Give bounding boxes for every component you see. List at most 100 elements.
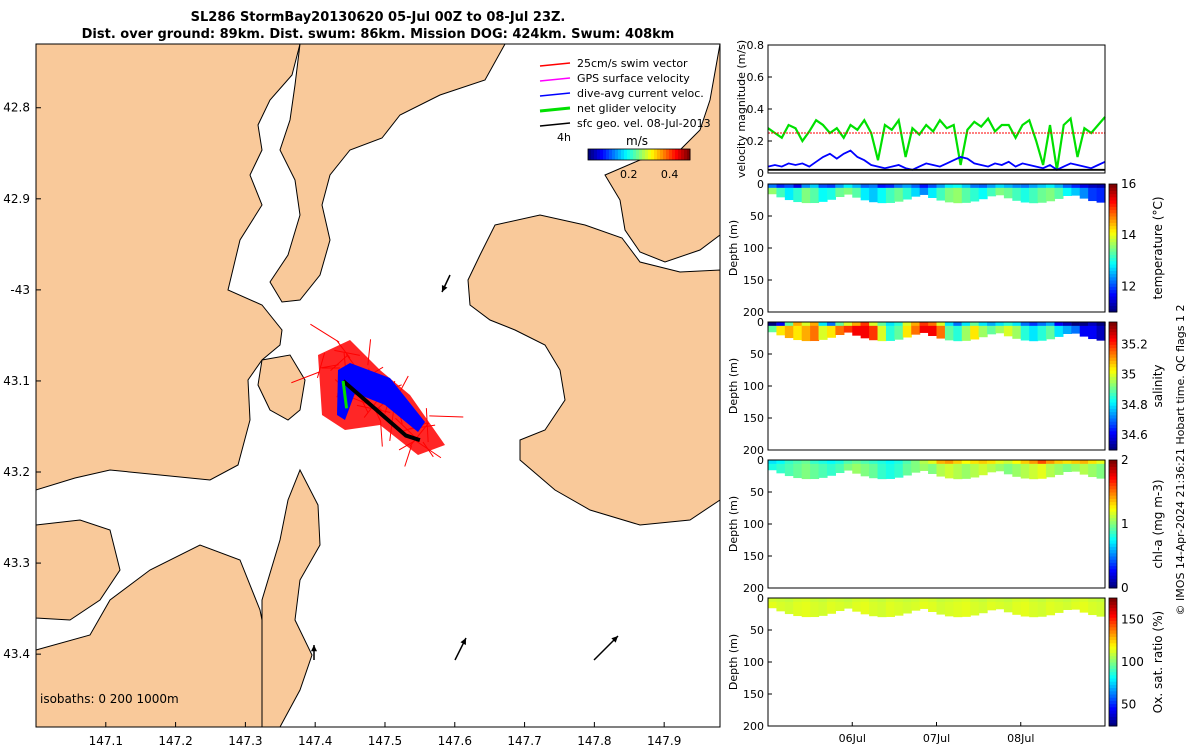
section-colorbar-cell-9 (1109, 283, 1117, 287)
section-cell-24 (961, 184, 971, 203)
section-surface-cell-18 (911, 184, 921, 188)
section-colorbar-cell-11 (1109, 552, 1117, 557)
section-surface-cell-7 (818, 322, 828, 326)
section-surface-cell-15 (885, 322, 895, 326)
section-surface-cell-39 (1088, 184, 1098, 188)
section-surface-cell-22 (944, 322, 954, 326)
section-surface-cell-16 (894, 184, 904, 188)
legend-swatch-2 (539, 77, 571, 82)
section-surface-cell-39 (1088, 460, 1098, 464)
section-surface-cell-31 (1020, 322, 1030, 326)
section-colorbar-cell-17 (1109, 533, 1117, 538)
section-cell-18 (911, 322, 921, 335)
section-surface-cell-5 (801, 598, 811, 602)
swim-vector-37 (404, 445, 413, 467)
legend-label-3: dive-avg current veloc. (577, 87, 704, 100)
section-colorbar-cell-39 (1109, 187, 1117, 191)
map-colorbar-cell-6 (603, 149, 607, 160)
section-cell-5 (801, 598, 811, 618)
section-colorbar-cell-4 (1109, 437, 1117, 441)
section-colorbar-cell-34 (1109, 203, 1117, 207)
section-surface-cell-6 (810, 460, 820, 464)
section-surface-cell-23 (953, 460, 963, 464)
section-y-tick-label-4: 150 (743, 688, 764, 701)
section-cell-23 (953, 184, 963, 204)
section-surface-cell-2 (776, 184, 786, 188)
section-cell-14 (877, 460, 887, 480)
section-surface-cell-20 (928, 598, 938, 602)
section-colorbar-cell-8 (1109, 424, 1117, 429)
map-y-tick-label-7: 43.4 (3, 647, 30, 661)
legend-swatch-3 (539, 92, 571, 97)
section-colorbar-cell-13 (1109, 684, 1117, 689)
section-y-tick-label-2: 50 (750, 348, 764, 361)
section-cell-26 (978, 598, 988, 614)
section-surface-cell-36 (1062, 598, 1072, 602)
section-cell-4 (793, 598, 803, 617)
section-cell-31 (1020, 322, 1030, 341)
map-x-tick-label-7: 147.7 (507, 734, 541, 748)
section-surface-cell-13 (869, 460, 879, 464)
section-colorbar-cell-36 (1109, 334, 1117, 339)
map-colorbar-label: m/s (626, 134, 648, 148)
section-colorbar-cell-3 (1109, 440, 1117, 445)
section-colorbar-cell-14 (1109, 267, 1117, 271)
map-y-tick-label-2: 42.9 (3, 192, 30, 206)
section-colorbar-tick-1: 0 (1121, 581, 1129, 595)
section-surface-cell-29 (1003, 460, 1013, 464)
section-colorbar-tick-1: 50 (1121, 698, 1136, 712)
section-colorbar-cell-11 (1109, 690, 1117, 695)
section-y-tick-label-2: 50 (750, 210, 764, 223)
section-surface-cell-17 (902, 460, 912, 464)
section-y-tick-label-3: 100 (743, 656, 764, 669)
velocity-y-tick-label-4: 0.6 (747, 71, 765, 84)
section-colorbar-cell-13 (1109, 546, 1117, 551)
section-colorbar-cell-33 (1109, 206, 1117, 211)
section-colorbar-cell-27 (1109, 225, 1117, 230)
section-cell-12 (860, 184, 870, 201)
land-mass-2 (269, 43, 506, 303)
legend-label-1: 25cm/s swim vector (577, 57, 688, 70)
section-colorbar-cell-28 (1109, 222, 1117, 227)
section-colorbar-cell-23 (1109, 652, 1117, 657)
section-cell-19 (919, 184, 929, 195)
section-colorbar-cell-26 (1109, 228, 1117, 233)
section-surface-cell-31 (1020, 184, 1030, 188)
section-colorbar-cell-31 (1109, 212, 1117, 217)
map-colorbar-cell-27 (666, 149, 670, 160)
section-surface-cell-19 (919, 322, 929, 326)
section-colorbar-cell-13 (1109, 408, 1117, 413)
section-x-tick-label-3: 08Jul (1007, 732, 1034, 745)
section-surface-cell-38 (1079, 184, 1089, 188)
section-surface-cell-26 (978, 598, 988, 602)
section-cell-17 (902, 460, 912, 476)
map-colorbar-cell-9 (612, 149, 616, 160)
section-colorbar-cell-5 (1109, 710, 1117, 714)
section-colorbar-cell-10 (1109, 694, 1117, 698)
section-surface-cell-9 (835, 460, 845, 464)
section-colorbar-tick-3: 16 (1121, 177, 1136, 191)
map-colorbar-cell-19 (642, 149, 646, 160)
section-colorbar-cell-40 (1109, 322, 1117, 326)
map-frame (35, 43, 721, 728)
map-colorbar-cell-7 (606, 149, 610, 160)
section-colorbar-cell-21 (1109, 658, 1117, 663)
section-cell-1 (768, 598, 778, 609)
section-cell-3 (784, 460, 794, 477)
section-surface-cell-15 (885, 598, 895, 602)
section-cell-36 (1062, 598, 1072, 610)
section-cell-37 (1071, 598, 1081, 610)
map-colorbar-cell-23 (654, 149, 658, 160)
section-y-tick-label-3: 100 (743, 380, 764, 393)
section-cell-27 (987, 184, 997, 197)
section-surface-cell-33 (1037, 460, 1047, 464)
section-cell-7 (818, 322, 828, 340)
section-colorbar-cell-37 (1109, 193, 1117, 198)
section-colorbar-cell-8 (1109, 562, 1117, 567)
section-surface-cell-16 (894, 322, 904, 326)
section-colorbar-cell-14 (1109, 681, 1117, 685)
section-cell-37 (1071, 322, 1081, 334)
map-x-tick-label-9: 147.9 (647, 734, 681, 748)
section-colorbar-cell-36 (1109, 472, 1117, 477)
section-cell-15 (885, 322, 895, 341)
